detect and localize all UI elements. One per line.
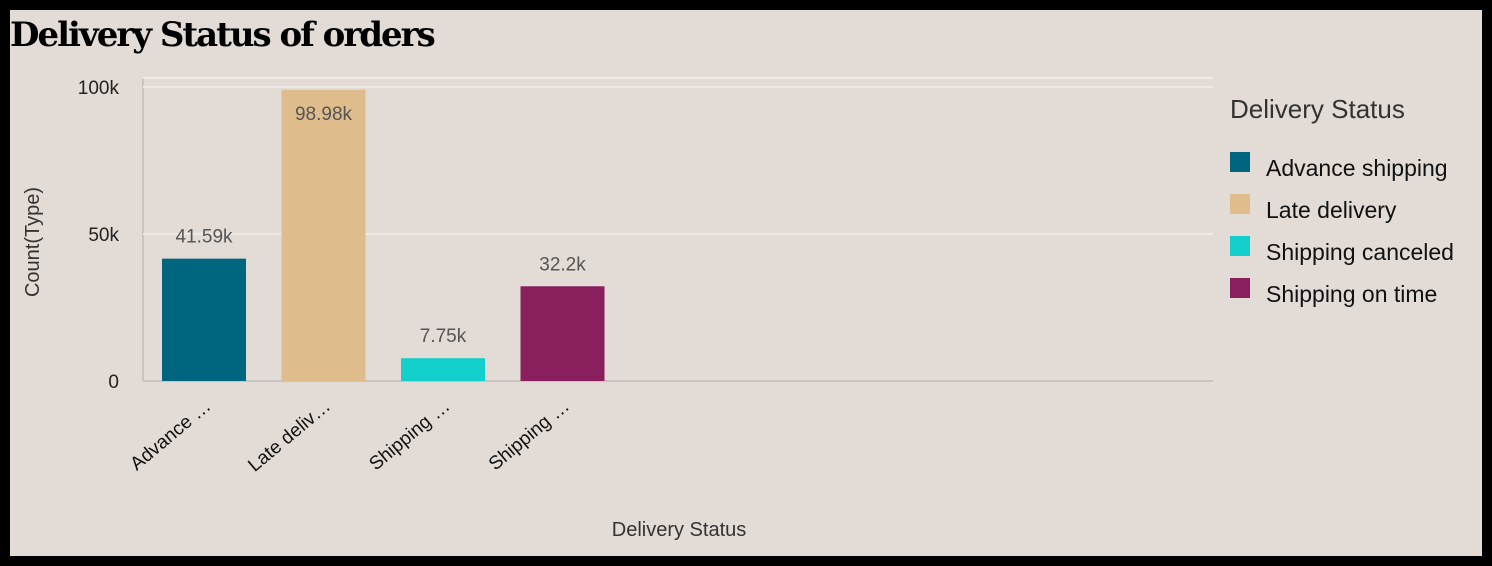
x-tick-label: Shipping … — [485, 396, 574, 475]
legend-item[interactable]: Advance shipping — [1230, 147, 1454, 189]
legend-title: Delivery Status — [1230, 94, 1405, 124]
x-axis-ticks: Advance … Late deliv… Shipping … Shipping … — [126, 396, 573, 477]
data-label: 7.75k — [420, 326, 467, 347]
y-tick-label: 50k — [88, 225, 119, 246]
legend-item[interactable]: Shipping on time — [1230, 273, 1454, 315]
legend-items: Advance shipping Late delivery Shipping ca… — [1230, 147, 1454, 315]
chart-panel: Delivery Status of orders 41.59k 98.98k 7.… — [10, 10, 1482, 556]
legend: Delivery Status Advance shipping Late del… — [1230, 94, 1454, 315]
bar — [401, 358, 485, 381]
data-label: 41.59k — [175, 227, 233, 248]
legend-label: Late delivery — [1266, 196, 1397, 223]
x-tick-label: Shipping … — [365, 396, 454, 475]
legend-item[interactable]: Late delivery — [1230, 189, 1454, 231]
bar-chart: 41.59k 98.98k 7.75k 32.2k 0 50k 100k Advance … — [22, 77, 1213, 541]
x-tick-label: Advance … — [126, 396, 215, 475]
data-label: 32.2k — [539, 254, 586, 275]
y-tick-label: 100k — [78, 78, 120, 99]
y-axis-ticks: 0 50k 100k — [78, 78, 120, 393]
legend-swatch — [1230, 194, 1250, 214]
bar — [162, 258, 246, 381]
bar — [520, 286, 605, 381]
legend-swatch — [1230, 152, 1250, 172]
x-axis-title: Delivery Status — [612, 519, 747, 541]
bar — [281, 89, 366, 381]
y-tick-label: 0 — [108, 372, 119, 393]
legend-swatch — [1230, 236, 1250, 256]
legend-label: Advance shipping — [1266, 154, 1448, 181]
chart-title: Delivery Status of orders — [10, 15, 436, 55]
legend-swatch — [1230, 278, 1250, 298]
x-tick-label: Late deliv… — [244, 396, 334, 477]
bars — [162, 89, 605, 381]
legend-label: Shipping canceled — [1266, 238, 1454, 265]
legend-label: Shipping on time — [1266, 280, 1438, 307]
data-label: 98.98k — [295, 104, 353, 125]
data-labels: 41.59k 98.98k 7.75k 32.2k — [175, 104, 586, 347]
y-axis-title: Count(Type) — [22, 187, 44, 297]
legend-item[interactable]: Shipping canceled — [1230, 231, 1454, 273]
